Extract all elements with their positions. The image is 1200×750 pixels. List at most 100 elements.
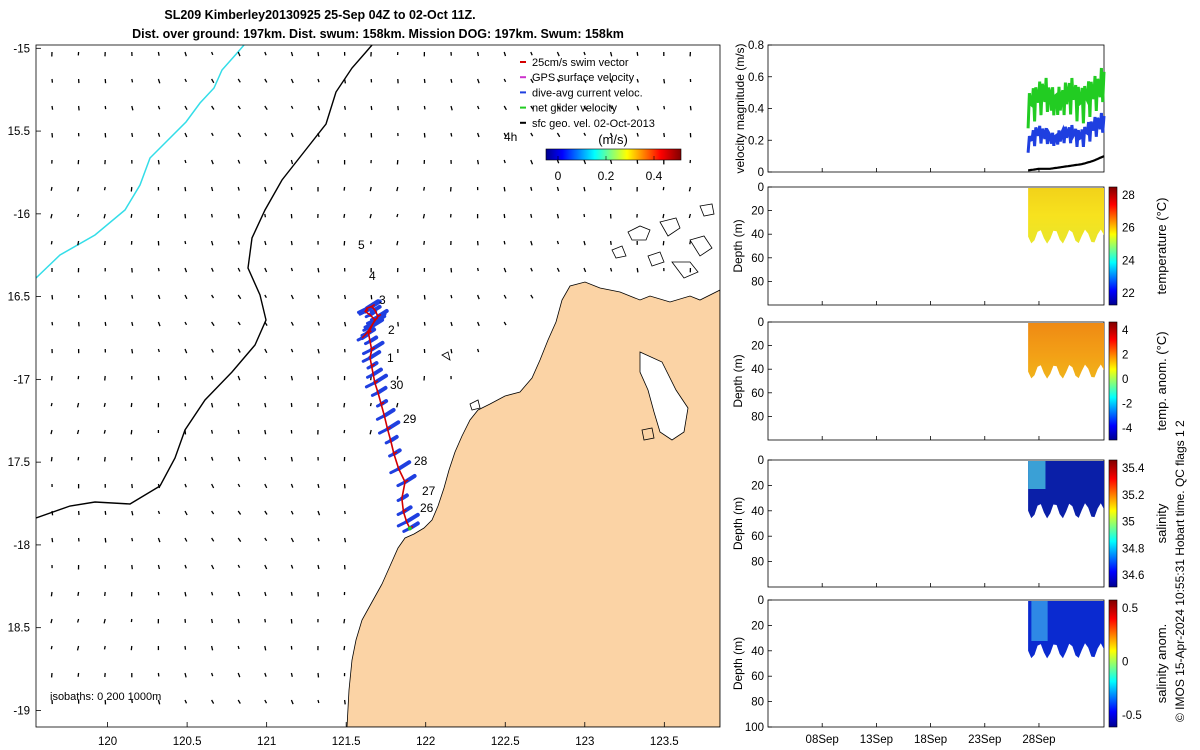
map-lon-tick-label: 122.5 <box>491 736 520 748</box>
surface-vector <box>130 429 133 435</box>
surface-vector <box>583 132 587 137</box>
surface-vector <box>237 105 241 110</box>
day-label: 3 <box>379 293 386 307</box>
surface-vector <box>211 699 215 704</box>
surface-vector <box>210 159 214 165</box>
surface-vector <box>583 213 586 218</box>
title-line-2: Dist. over ground: 197km. Dist. swum: 15… <box>132 27 624 41</box>
surface-vector <box>50 240 53 245</box>
surface-vector <box>264 105 268 111</box>
surface-vector <box>264 672 267 677</box>
colorbar-tick-label: -4 <box>1122 423 1133 435</box>
surface-vector <box>210 51 214 56</box>
panel-y-label: Depth (m) <box>731 637 745 690</box>
surface-vector <box>476 159 480 165</box>
surface-vector <box>77 672 80 677</box>
dive-avg-current-vector <box>404 512 420 524</box>
dive-avg-current-vector <box>356 336 364 342</box>
surface-vector <box>131 537 134 542</box>
start-point <box>407 526 412 531</box>
surface-vector <box>290 267 294 272</box>
surface-vector <box>157 132 161 137</box>
surface-vector <box>264 591 267 597</box>
panel-y-tick-label: 100 <box>745 722 764 734</box>
surface-vector <box>343 618 346 624</box>
surface-vector <box>237 645 240 650</box>
surface-vector <box>184 645 187 650</box>
map-lat-tick-label: 16.5 <box>8 292 30 304</box>
surface-vector <box>211 321 215 327</box>
surface-vector <box>210 186 214 192</box>
colorbar-label: (m/s) <box>598 132 628 147</box>
surface-vector <box>530 240 533 246</box>
surface-vector <box>290 321 294 326</box>
surface-vector <box>369 429 372 435</box>
surface-vector <box>636 78 639 83</box>
title-line-1: SL209 Kimberley20130925 25-Sep 04Z to 02… <box>164 8 475 22</box>
surface-vector <box>237 321 241 326</box>
panel-y-label: velocity magnitude (m/s) <box>733 43 747 173</box>
panel-colorbar-label: salinity <box>1154 503 1169 543</box>
surface-vector <box>583 240 586 246</box>
surface-vector <box>290 483 294 488</box>
surface-vector <box>264 456 267 461</box>
surface-vector <box>423 78 426 84</box>
surface-vector <box>157 510 161 515</box>
surface-vector <box>397 105 399 111</box>
surface-vector <box>290 159 294 165</box>
surface-vector <box>184 132 188 138</box>
day-label: 30 <box>390 378 404 392</box>
surface-vector <box>131 294 134 299</box>
surface-vector <box>503 105 507 111</box>
dive-avg-current-vector <box>364 339 372 346</box>
surface-vector <box>317 321 320 326</box>
surface-vector <box>530 213 533 218</box>
surface-vector <box>503 186 506 192</box>
surface-vector <box>636 51 639 56</box>
dive-avg-current-vector <box>396 460 412 471</box>
map-lat-tick-label: -18 <box>13 540 30 552</box>
map-lon-tick-label: 121.5 <box>332 736 361 748</box>
dive-avg-current-vector <box>396 520 409 528</box>
surface-vector <box>556 78 560 83</box>
surface-vector <box>264 564 268 570</box>
surface-vector <box>184 375 187 381</box>
swim-vector <box>403 509 407 513</box>
surface-vector <box>264 429 267 435</box>
speed-colorbar <box>545 148 682 161</box>
surface-vector <box>184 186 187 192</box>
surface-vector <box>689 105 692 111</box>
legend-entry: sfc geo. vel. 02-Oct-2013 <box>532 118 655 130</box>
surface-vector <box>103 213 106 219</box>
surface-vector <box>556 159 560 164</box>
surface-vector <box>104 321 107 326</box>
surface-vector <box>450 267 453 273</box>
colorbar-tick-label: 0.2 <box>598 169 615 183</box>
surface-vector <box>184 537 188 542</box>
surface-vector <box>210 240 214 246</box>
surface-vector <box>51 294 54 300</box>
isobath-label: isobaths: 0 200 1000m <box>50 691 161 703</box>
swim-vector <box>387 426 391 430</box>
panel-y-tick-label: 40 <box>751 506 764 518</box>
surface-vector <box>503 294 507 299</box>
surface-vector <box>290 456 293 462</box>
surface-vector <box>396 375 399 380</box>
surface-vector <box>184 429 187 435</box>
surface-vector <box>290 564 294 569</box>
map-lat-tick-label: 15.5 <box>8 126 30 138</box>
surface-vector <box>130 186 133 192</box>
surface-vector <box>237 375 241 381</box>
surface-vector <box>583 186 586 192</box>
surface-vector <box>423 186 426 191</box>
time-tick-label: 18Sep <box>914 734 947 746</box>
surface-vector <box>237 240 240 245</box>
velocity-series-line <box>1027 155 1105 172</box>
surface-vector <box>103 429 106 434</box>
surface-vector <box>317 294 320 299</box>
surface-vector <box>157 348 160 353</box>
map-lon-tick-label: 120.5 <box>173 736 202 748</box>
salinity-section <box>1028 461 1104 519</box>
surface-vector <box>343 537 347 543</box>
